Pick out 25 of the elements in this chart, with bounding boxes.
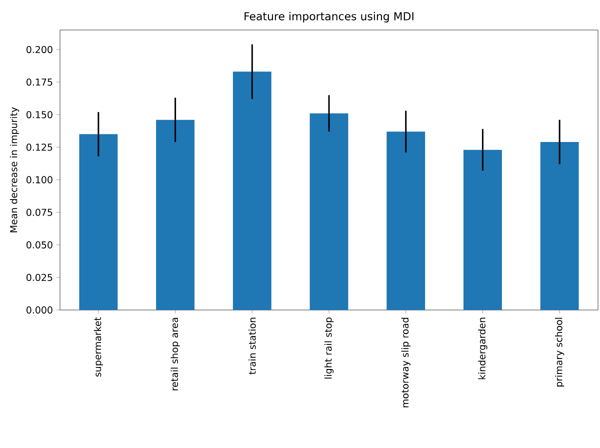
x-tick-label: train station [248, 318, 256, 374]
x-tick-label: light rail stop [324, 318, 334, 378]
y-tick-label: 0.200 [26, 46, 52, 54]
x-tick-label: retail shop area [170, 318, 180, 390]
bar [156, 120, 194, 310]
x-tick-label: motorway slip road [401, 318, 410, 408]
x-tick-label: kindergarden [478, 318, 488, 380]
y-tick-label: 0.125 [26, 144, 52, 151]
bar [463, 150, 502, 310]
bar [386, 132, 426, 310]
bar [232, 72, 272, 310]
x-tick-label: primary school [554, 318, 564, 387]
y-tick-label: 0.025 [26, 274, 52, 282]
y-tick-label: 0.075 [26, 208, 52, 216]
y-tick-label: 0.050 [26, 241, 52, 248]
x-tick-label: supermarket [94, 317, 104, 377]
y-axis-title: Mean decrease in impurity [10, 107, 20, 232]
y-tick-label: 0.150 [26, 111, 52, 118]
bar [540, 142, 579, 310]
y-tick-label: 0.000 [26, 306, 52, 314]
y-tick-label: 0.175 [26, 78, 52, 86]
bar [310, 113, 348, 310]
y-tick-label: 0.100 [26, 176, 52, 184]
chart-title: Feature importances using MDI [244, 12, 414, 22]
bar [79, 134, 118, 310]
